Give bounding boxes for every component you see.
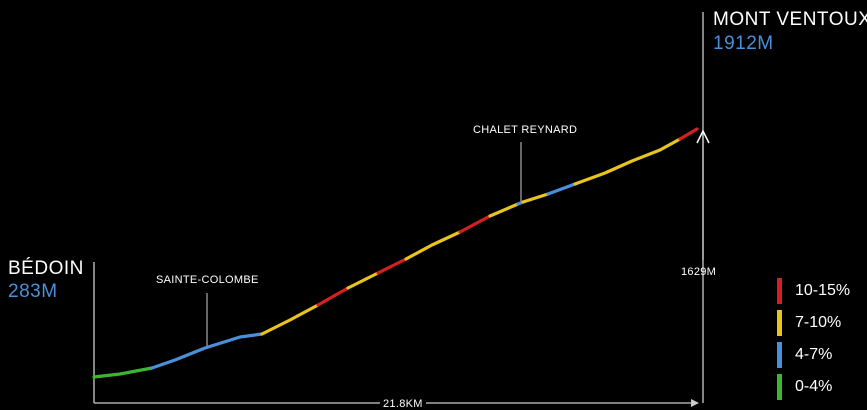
segment-7-10 xyxy=(260,303,320,336)
legend-item-4-7: 4-7% xyxy=(777,340,867,370)
start-altitude: 283M xyxy=(8,281,58,302)
legend-swatch xyxy=(777,342,782,368)
segment-0-4 xyxy=(92,366,154,379)
segment-7-10 xyxy=(346,271,380,290)
distance-label: 21.8KM xyxy=(380,398,426,410)
legend-item-7-10: 7-10% xyxy=(777,308,867,338)
segment-10-15 xyxy=(458,214,492,234)
legend-item-10-15: 10-15% xyxy=(777,276,867,306)
legend-label: 4-7% xyxy=(795,346,833,363)
legend-swatch xyxy=(777,278,782,304)
legend-label: 7-10% xyxy=(795,314,842,331)
elevation-gain-label: 1629M xyxy=(681,266,717,278)
finish-name: MONT VENTOUX xyxy=(713,9,867,30)
legend-swatch xyxy=(777,310,782,336)
gradient-legend: 10-15% 7-10% 4-7% 0-4% xyxy=(777,276,867,406)
waypoint-chalet-reynard: CHALET REYNARD xyxy=(473,124,578,136)
finish-altitude: 1912M xyxy=(713,33,774,54)
gain-arrow-head xyxy=(696,129,710,144)
start-name: BÉDOIN xyxy=(8,258,84,279)
segment-7-10 xyxy=(404,230,462,261)
segment-10-15 xyxy=(316,286,350,307)
segment-7-10 xyxy=(488,202,520,218)
segment-7-10 xyxy=(521,192,550,204)
legend-item-0-4: 0-4% xyxy=(777,372,867,402)
segment-10-15 xyxy=(376,257,408,275)
distance-arrow-head xyxy=(691,399,699,407)
segment-4-7 xyxy=(546,182,577,196)
legend-label: 0-4% xyxy=(795,378,833,395)
segment-7-10 xyxy=(573,137,682,186)
legend-label: 10-15% xyxy=(795,282,851,299)
waypoint-sainte-colombe: SAINTE-COLOMBE xyxy=(156,274,259,286)
segment-10-15 xyxy=(678,127,699,141)
legend-swatch xyxy=(777,374,782,400)
segment-4-7 xyxy=(150,332,264,370)
